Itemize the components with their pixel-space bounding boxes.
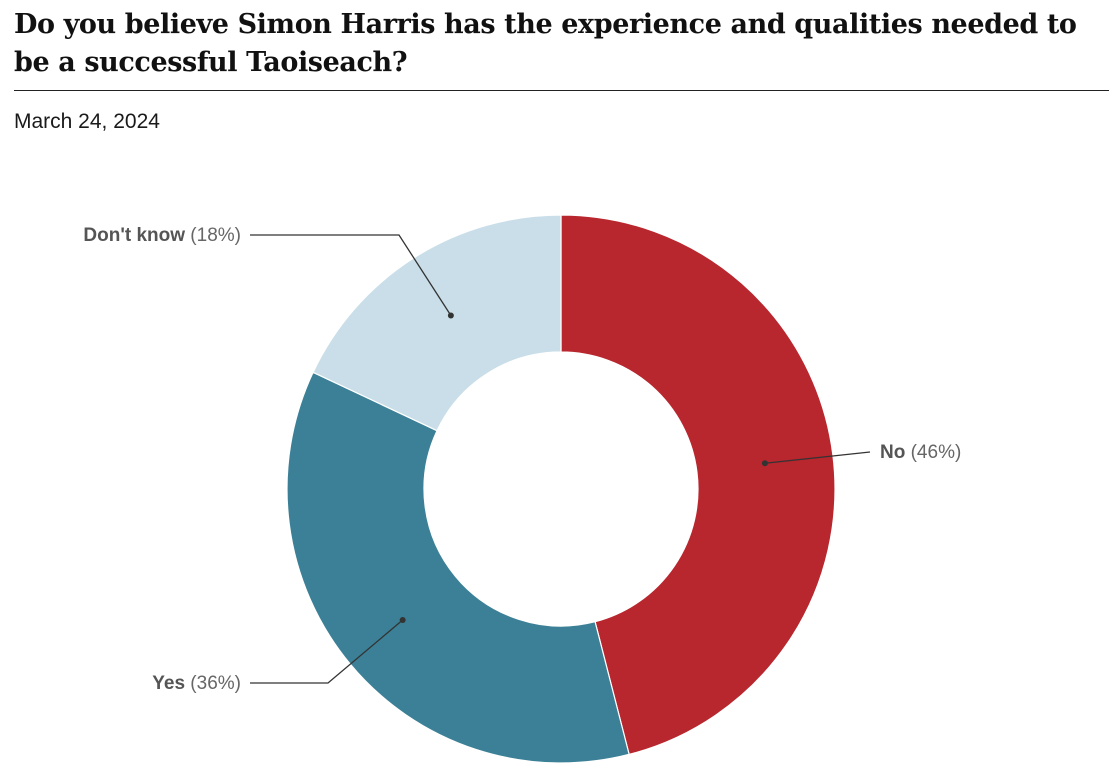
chart-date: March 24, 2024 — [14, 110, 160, 133]
chart-title: Do you believe Simon Harris has the expe… — [14, 9, 1077, 78]
slice-label-yes: Yes (36%) — [152, 673, 241, 694]
slice-label-don-t-know: Don't know (18%) — [83, 225, 241, 246]
leader-line-yes — [250, 619, 404, 684]
slice-label-no: No (46%) — [880, 442, 961, 463]
leader-dot-don-t-know — [447, 312, 454, 319]
title-divider — [14, 90, 1109, 91]
labels-layer: No (46%) Yes (36%) Don't know (18%) — [83, 225, 961, 694]
slice-label-name: Don't know — [83, 225, 185, 246]
leader-line-no — [764, 451, 871, 464]
slice-label-name: No — [880, 442, 905, 463]
slices-layer — [286, 214, 836, 764]
slice-label-value: (36%) — [185, 673, 241, 694]
slice-yes — [286, 371, 630, 764]
leader-dot-yes — [399, 616, 406, 623]
slice-don-t-know — [312, 214, 562, 432]
leader-line-don-t-know — [250, 234, 452, 316]
slice-label-value: (46%) — [905, 442, 961, 463]
slice-no — [560, 214, 836, 756]
slice-label-name: Yes — [152, 673, 185, 694]
slice-label-value: (18%) — [185, 225, 241, 246]
leader-dot-no — [761, 460, 768, 467]
